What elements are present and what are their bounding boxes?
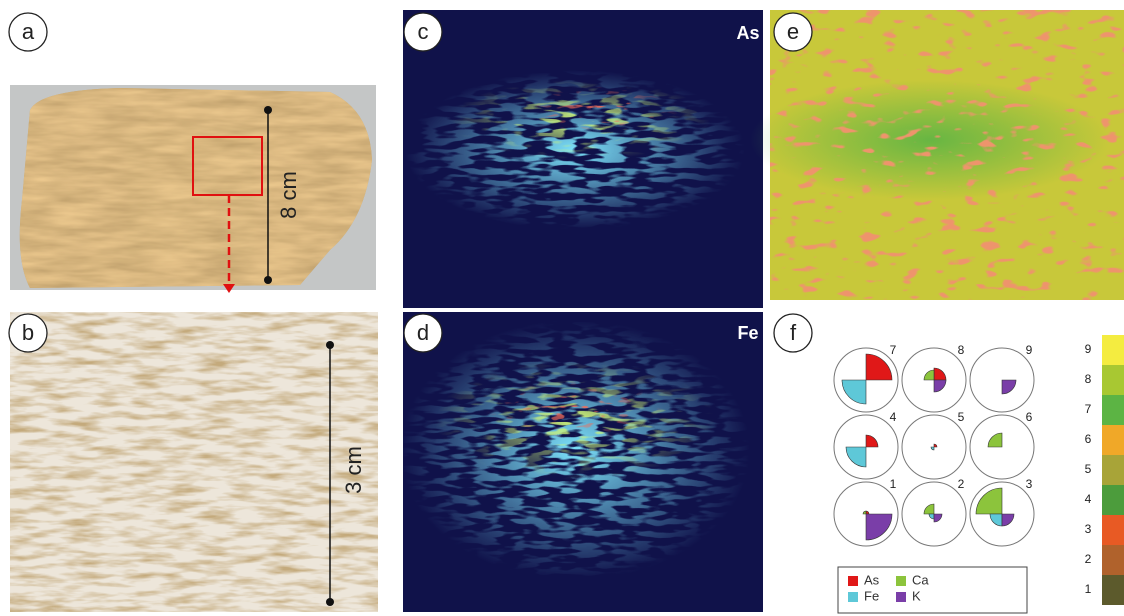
colorbar-block — [1102, 545, 1124, 575]
colorbar-label: 9 — [1085, 342, 1092, 356]
pie-grid: 7 8 9 4 5 6 1 2 3 — [834, 343, 1034, 546]
colorbar-label: 1 — [1085, 582, 1092, 596]
scale-end — [326, 341, 334, 349]
fe-map-signal — [485, 380, 665, 440]
legend-label: Fe — [864, 588, 879, 603]
pie-number: 7 — [890, 343, 897, 357]
panel-label: f — [790, 320, 797, 345]
pie-number: 6 — [1026, 410, 1033, 424]
element-label: Fe — [737, 323, 758, 343]
colorbar-block — [1102, 335, 1124, 365]
cluster-map-texture — [770, 10, 1124, 300]
colorbar-block — [1102, 425, 1124, 455]
scale-end — [326, 598, 334, 606]
legend-swatch — [848, 592, 858, 602]
thin-section-texture — [10, 312, 378, 612]
element-label: As — [736, 23, 759, 43]
legend-label: K — [912, 588, 921, 603]
legend-label: As — [864, 572, 880, 587]
colorbar-label: 7 — [1085, 402, 1092, 416]
panel-label: c — [418, 19, 429, 44]
scale-label: 3 cm — [341, 446, 366, 494]
colorbar-block — [1102, 395, 1124, 425]
colorbar-block — [1102, 575, 1124, 605]
colorbar-label: 8 — [1085, 372, 1092, 386]
pie-number: 5 — [958, 410, 965, 424]
colorbar-label: 4 — [1085, 492, 1092, 506]
panel-label: b — [22, 320, 34, 345]
pie-number: 2 — [958, 477, 965, 491]
pie-number: 8 — [958, 343, 965, 357]
colorbar-label: 6 — [1085, 432, 1092, 446]
scale-label: 8 cm — [276, 171, 301, 219]
panel-label: d — [417, 320, 429, 345]
colorbar-block — [1102, 365, 1124, 395]
legend-label: Ca — [912, 572, 929, 587]
colorbar-label: 5 — [1085, 462, 1092, 476]
legend-swatch — [848, 576, 858, 586]
colorbar: 9 8 7 6 5 4 3 2 1 — [1085, 335, 1124, 605]
colorbar-block — [1102, 515, 1124, 545]
scale-end — [264, 276, 272, 284]
pie-number: 3 — [1026, 477, 1033, 491]
as-map-signal — [520, 85, 680, 135]
figure: 8 cm 3 cm As Fe 789456123 AsFeCaK 987654… — [0, 0, 1124, 616]
colorbar-label: 2 — [1085, 552, 1092, 566]
scale-end — [264, 106, 272, 114]
colorbar-label: 3 — [1085, 522, 1092, 536]
panel-label: e — [787, 19, 799, 44]
pie-number: 9 — [1026, 343, 1033, 357]
legend-swatch — [896, 576, 906, 586]
panel-label: a — [22, 19, 35, 44]
colorbar-block — [1102, 485, 1124, 515]
colorbar-block — [1102, 455, 1124, 485]
pie-number: 4 — [890, 410, 897, 424]
pie-number: 1 — [890, 477, 897, 491]
legend-swatch — [896, 592, 906, 602]
